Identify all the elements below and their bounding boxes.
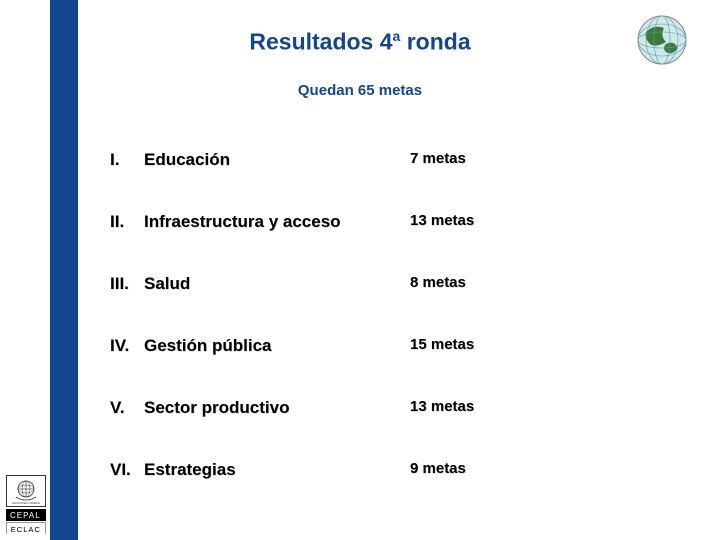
title-tail: ronda — [400, 29, 470, 55]
item-left: VI.Estrategias — [110, 460, 410, 480]
item-left: I.Educación — [110, 150, 410, 170]
item-name: Salud — [144, 274, 190, 294]
item-count: 7 metas — [410, 150, 466, 170]
item-name: Infraestructura y acceso — [144, 212, 341, 232]
list-item: II.Infraestructura y acceso13 metas — [110, 212, 640, 232]
item-count: 8 metas — [410, 274, 466, 294]
footer-logos: NACIONES UNIDAS CEPAL ECLAC — [6, 475, 46, 534]
slide-title: Resultados 4a ronda — [0, 28, 720, 56]
list-item: I.Educación7 metas — [110, 150, 640, 170]
item-left: IV.Gestión pública — [110, 336, 410, 356]
item-left: V.Sector productivo — [110, 398, 410, 418]
footer-logo-eclac-icon: ECLAC — [6, 522, 46, 534]
items-list: I.Educación7 metasII.Infraestructura y a… — [110, 150, 640, 522]
item-name: Sector productivo — [144, 398, 289, 418]
slide-subtitle: Quedan 65 metas — [0, 82, 720, 99]
item-count: 13 metas — [410, 398, 474, 418]
sidebar-accent — [50, 0, 78, 540]
item-count: 15 metas — [410, 336, 474, 356]
svg-text:CEPAL: CEPAL — [10, 511, 41, 520]
item-name: Estrategias — [144, 460, 236, 480]
item-count: 13 metas — [410, 212, 474, 232]
item-numeral: III. — [110, 274, 144, 294]
footer-logo-cepal-icon: CEPAL — [6, 509, 46, 521]
item-numeral: VI. — [110, 460, 144, 480]
svg-text:NACIONES UNIDAS: NACIONES UNIDAS — [12, 501, 40, 505]
item-numeral: V. — [110, 398, 144, 418]
item-count: 9 metas — [410, 460, 466, 480]
footer-un-emblem-icon: NACIONES UNIDAS — [6, 475, 46, 507]
item-numeral: I. — [110, 150, 144, 170]
list-item: VI.Estrategias9 metas — [110, 460, 640, 480]
item-name: Educación — [144, 150, 230, 170]
item-name: Gestión pública — [144, 336, 272, 356]
svg-text:ECLAC: ECLAC — [11, 525, 41, 534]
item-numeral: II. — [110, 212, 144, 232]
list-item: III.Salud8 metas — [110, 274, 640, 294]
title-main: Resultados 4 — [249, 29, 392, 55]
slide: Resultados 4a ronda Quedan 65 metas I.Ed… — [0, 0, 720, 540]
list-item: IV.Gestión pública15 metas — [110, 336, 640, 356]
item-left: II.Infraestructura y acceso — [110, 212, 410, 232]
item-numeral: IV. — [110, 336, 144, 356]
list-item: V.Sector productivo13 metas — [110, 398, 640, 418]
item-left: III.Salud — [110, 274, 410, 294]
